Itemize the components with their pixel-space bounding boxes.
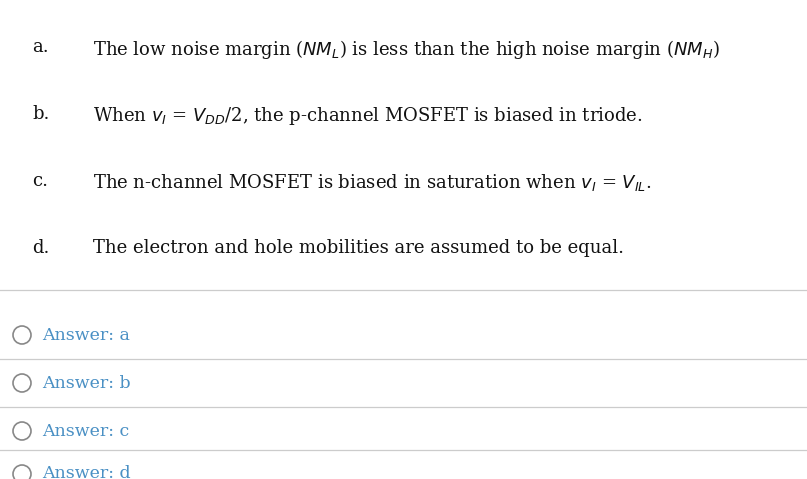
Text: Answer: c: Answer: c [42, 422, 129, 440]
Text: Answer: a: Answer: a [42, 327, 130, 343]
Text: When $v_\mathit{I}$ = $V_\mathit{DD}$/2, the p-channel MOSFET is biased in triod: When $v_\mathit{I}$ = $V_\mathit{DD}$/2,… [93, 105, 642, 127]
Text: b.: b. [32, 105, 50, 123]
Text: The electron and hole mobilities are assumed to be equal.: The electron and hole mobilities are ass… [93, 239, 624, 257]
Text: Answer: b: Answer: b [42, 375, 131, 391]
Text: Answer: d: Answer: d [42, 466, 131, 479]
Text: d.: d. [32, 239, 50, 257]
Text: The n-channel MOSFET is biased in saturation when $v_\mathit{I}$ = $V_\mathit{IL: The n-channel MOSFET is biased in satura… [93, 172, 651, 193]
Text: The low noise margin ($\mathit{NM}_\mathit{L}$) is less than the high noise marg: The low noise margin ($\mathit{NM}_\math… [93, 38, 720, 61]
Text: c.: c. [32, 172, 48, 190]
Text: a.: a. [32, 38, 49, 56]
